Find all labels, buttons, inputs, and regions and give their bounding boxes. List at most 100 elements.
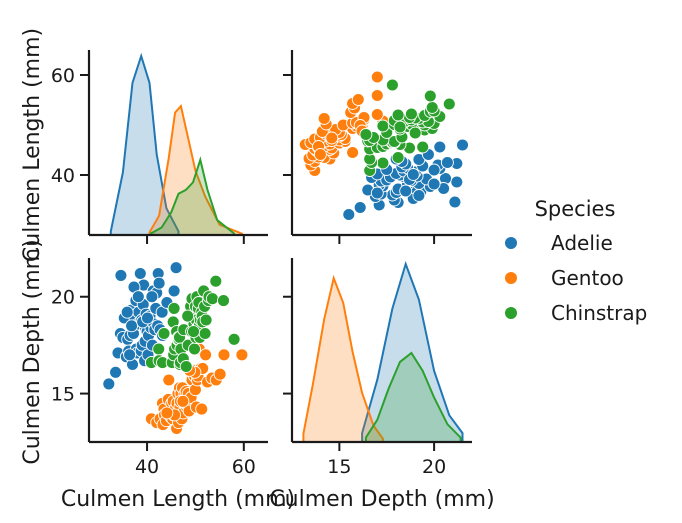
legend-item-chinstrap: Chinstrap [505,301,647,325]
point-gentoo [370,89,384,102]
point-chinstrap [416,140,430,154]
point-chinstrap [181,309,195,323]
point-chinstrap [391,108,405,122]
point-chinstrap [205,292,219,306]
kde-fill-adelie [110,56,179,235]
point-adelie [123,348,137,362]
kde-line-chinstrap [364,351,462,442]
kde-line-gentoo [302,274,384,442]
point-gentoo [313,148,327,161]
kde-line-adelie [361,260,464,442]
point-gentoo [195,402,209,416]
point-adelie [120,305,134,319]
kde-fill-gentoo [149,106,242,235]
point-gentoo [199,348,213,362]
point-chinstrap [391,151,405,164]
point-chinstrap [425,101,439,114]
point-adelie [152,276,166,290]
x-tick-label: 20 [422,456,446,478]
point-adelie [145,290,159,304]
scatter-depth-vs-length-panel [298,70,469,221]
point-adelie [353,201,367,214]
point-adelie [125,319,139,333]
point-chinstrap [152,342,166,356]
kde-fill-gentoo [303,278,383,442]
point-chinstrap [227,332,241,346]
point-chinstrap [187,325,200,339]
legend-marker-adelie [505,237,517,249]
point-adelie [141,311,154,325]
point-adelie [448,195,462,209]
legend-item-gentoo: Gentoo [505,266,624,290]
point-adelie [427,163,441,177]
point-gentoo [213,367,227,381]
point-adelie [456,138,469,152]
point-chinstrap [442,97,456,111]
point-gentoo [370,108,384,121]
point-adelie [370,186,384,200]
point-adelie [412,189,426,202]
point-chinstrap [209,274,223,288]
point-adelie [399,184,413,198]
point-chinstrap [179,360,193,373]
legend-label-adelie: Adelie [551,231,613,255]
point-adelie [450,175,464,189]
point-chinstrap [199,313,213,327]
legend: Species Adelie Gentoo Chinstrap [505,197,647,325]
y-tick-label: 40 [51,165,75,187]
point-gentoo [317,112,331,125]
x-tick-label: 60 [232,456,256,478]
y-axis-title-bottom: Culmen Depth (mm) [20,239,45,464]
point-adelie [109,365,123,379]
point-gentoo [370,70,384,84]
point-chinstrap [167,301,181,315]
kde-line-chinstrap [149,156,236,235]
legend-item-adelie: Adelie [505,231,613,255]
point-gentoo [351,93,365,106]
y-tick-label: 15 [51,384,75,406]
y-axis-title-top: Culmen Length (mm) [20,28,45,262]
point-gentoo [176,394,190,408]
kde-fill-chinstrap [150,159,235,235]
point-gentoo [160,406,174,420]
point-adelie [433,140,447,154]
y-tick-label: 60 [51,65,75,87]
kde-line-gentoo [148,103,243,235]
kde-length-panel [109,52,243,235]
x-tick-label: 40 [135,456,159,478]
point-adelie [440,156,454,169]
x-axis-title-right: Culmen Depth (mm) [269,487,494,512]
kde-depth-panel [302,260,464,442]
point-adelie [131,290,145,304]
y-tick-label: 20 [51,287,75,309]
point-gentoo [162,373,176,387]
scatter-length-vs-depth-panel [102,261,249,435]
point-chinstrap [157,327,171,340]
x-tick-label: 15 [327,456,351,478]
point-adelie [169,261,183,275]
point-gentoo [325,131,339,145]
axes-layer: 40 60 15 20 40 60 15 20 [51,50,472,478]
point-adelie [406,168,420,181]
point-adelie [167,284,181,298]
point-chinstrap [188,342,201,356]
point-chinstrap [359,128,373,141]
point-gentoo [217,348,231,362]
point-gentoo [235,348,249,362]
point-adelie [133,267,147,280]
point-adelie [114,268,128,282]
point-chinstrap [404,107,418,121]
point-chinstrap [408,126,422,140]
legend-marker-gentoo [505,272,517,284]
legend-marker-chinstrap [505,307,517,319]
point-chinstrap [385,78,399,92]
legend-label-gentoo: Gentoo [551,266,624,290]
x-axis-title-left: Culmen Length (mm) [61,487,295,512]
point-adelie [342,208,356,221]
point-chinstrap [393,120,407,134]
legend-label-chinstrap: Chinstrap [551,301,647,325]
point-chinstrap [217,294,230,308]
kde-line-adelie [109,52,180,235]
kde-fill-chinstrap [365,353,461,442]
